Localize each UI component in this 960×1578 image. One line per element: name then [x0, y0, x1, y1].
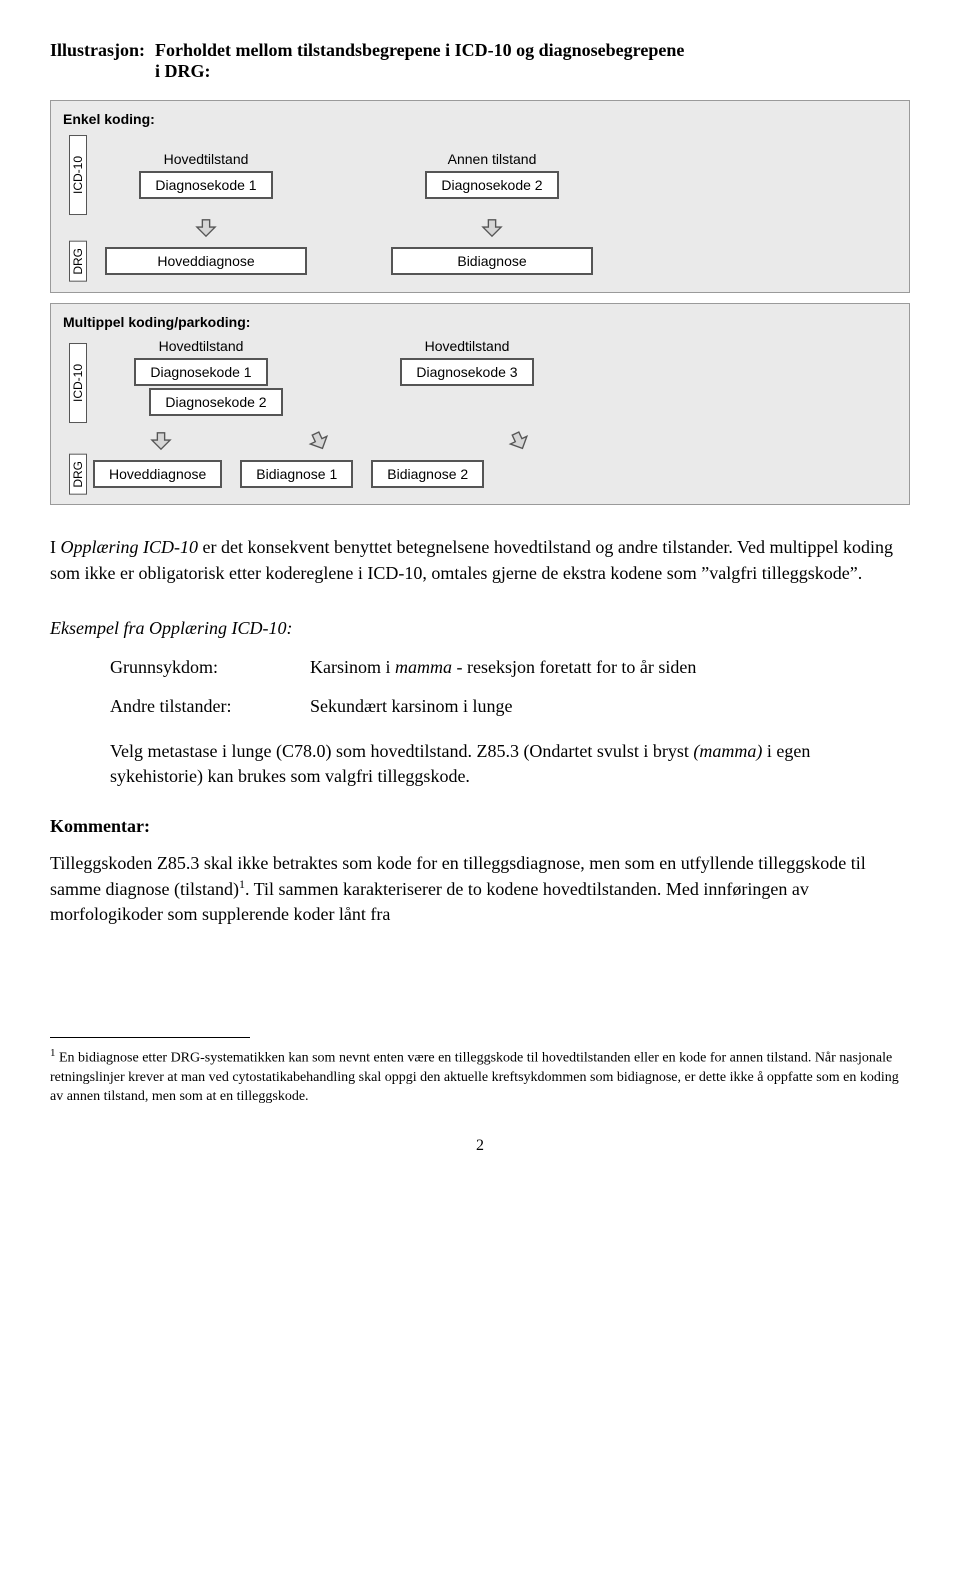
- diagram2-vlabel-drg: DRG: [69, 454, 87, 495]
- example-row-andre: Andre tilstander: Sekundært karsinom i l…: [110, 694, 910, 719]
- diagram1-right-header: Annen tilstand: [448, 151, 537, 167]
- diagram2-right-code: Diagnosekode 3: [400, 358, 533, 386]
- down-arrow-icon: [195, 218, 217, 238]
- diagram2-right-header: Hovedtilstand: [425, 338, 510, 354]
- example-intro: Eksempel fra Opplæring ICD-10:: [50, 616, 910, 641]
- down-right-arrow-icon: [508, 431, 530, 451]
- example2-label: Andre tilstander:: [110, 694, 310, 719]
- diagram1-left-code: Diagnosekode 1: [139, 171, 272, 199]
- diagram1-vlabel-icd10: ICD-10: [69, 135, 87, 215]
- page-number: 2: [50, 1137, 910, 1155]
- title-text: Forholdet mellom tilstandsbegrepene i IC…: [155, 40, 684, 82]
- down-arrow-icon: [481, 218, 503, 238]
- title-label: Illustrasjon:: [50, 40, 145, 61]
- diagram2-bottom-row: DRG Hoveddiagnose Bidiagnose 1 Bidiagnos…: [63, 454, 897, 495]
- diagram1-vlabel-drg: DRG: [69, 241, 87, 282]
- para-opplaering: I Opplæring ICD-10 er det konsekvent ben…: [50, 535, 910, 585]
- diagram2-title: Multippel koding/parkoding:: [63, 314, 897, 330]
- diagram1-top-row: ICD-10 Hovedtilstand Diagnosekode 1 Anne…: [63, 135, 897, 215]
- diagram2-arrow-row: [93, 428, 897, 454]
- diagram1-left-header: Hovedtilstand: [164, 151, 249, 167]
- example-row-grunnsykdom: Grunnsykdom: Karsinom i mamma - reseksjo…: [110, 655, 910, 680]
- kommentar-body: Tilleggskoden Z85.3 skal ikke betraktes …: [50, 851, 910, 928]
- indented-italic: (mamma): [693, 741, 762, 761]
- diagram1-right-result: Bidiagnose: [391, 247, 593, 275]
- example1-text: Karsinom i mamma - reseksjon foretatt fo…: [310, 655, 910, 680]
- diagram1-left-result: Hoveddiagnose: [105, 247, 307, 275]
- diagram2-result2: Bidiagnose 1: [240, 460, 353, 488]
- para1-italic: Opplæring ICD-10: [61, 537, 199, 557]
- diagram2-left-code1: Diagnosekode 1: [134, 358, 267, 386]
- footnote-text: En bidiagnose etter DRG-systematikken ka…: [50, 1051, 899, 1104]
- diagram2-result3: Bidiagnose 2: [371, 460, 484, 488]
- diagram1-title: Enkel koding:: [63, 111, 897, 127]
- example1-before: Karsinom i: [310, 657, 395, 677]
- footnote-separator: [50, 1037, 250, 1038]
- diagram1-arrow-row: [93, 215, 897, 241]
- diagram-multippel-koding: Multippel koding/parkoding: ICD-10 Hoved…: [50, 303, 910, 506]
- kommentar-heading: Kommentar:: [50, 816, 910, 837]
- diagram2-left-code2: Diagnosekode 2: [149, 388, 282, 416]
- diagram-enkel-koding: Enkel koding: ICD-10 Hovedtilstand Diagn…: [50, 100, 910, 293]
- example1-italic: mamma: [395, 657, 452, 677]
- example2-text: Sekundært karsinom i lunge: [310, 694, 910, 719]
- para1-prefix: I: [50, 537, 61, 557]
- page-title-row: Illustrasjon: Forholdet mellom tilstands…: [50, 40, 910, 82]
- diagram2-left-header: Hovedtilstand: [159, 338, 244, 354]
- title-line2: i DRG:: [155, 61, 211, 81]
- title-line1: Forholdet mellom tilstandsbegrepene i IC…: [155, 40, 684, 60]
- down-arrow-icon: [150, 431, 172, 451]
- diagram1-right-code: Diagnosekode 2: [425, 171, 558, 199]
- down-right-arrow-icon: [308, 431, 330, 451]
- diagram1-bottom-row: DRG Hoveddiagnose Bidiagnose: [63, 241, 897, 282]
- diagram2-result1: Hoveddiagnose: [93, 460, 222, 488]
- diagram2-top-row: ICD-10 Hovedtilstand Diagnosekode 1 Diag…: [63, 338, 897, 428]
- footnote: 1 En bidiagnose etter DRG-systematikken …: [50, 1046, 910, 1106]
- example1-after: - reseksjon foretatt for to år siden: [452, 657, 696, 677]
- indented-para: Velg metastase i lunge (C78.0) som hoved…: [110, 739, 870, 789]
- example1-label: Grunnsykdom:: [110, 655, 310, 680]
- diagram2-vlabel-icd10: ICD-10: [69, 343, 87, 423]
- indented-before: Velg metastase i lunge (C78.0) som hoved…: [110, 741, 693, 761]
